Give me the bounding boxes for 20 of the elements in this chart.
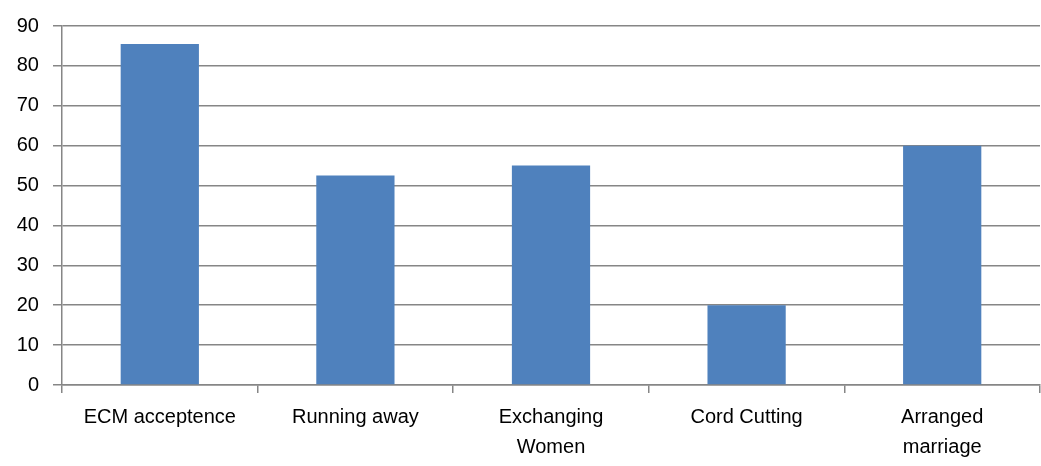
y-tick-label: 90 [16, 13, 39, 36]
x-tick-label: Arranged marriage [901, 404, 984, 457]
y-tick-label: 0 [27, 372, 39, 395]
bar [511, 165, 591, 385]
y-tick-label: 80 [16, 53, 39, 76]
y-tick-label: 50 [16, 173, 39, 196]
y-tick-label: 40 [16, 212, 39, 235]
bar [316, 175, 395, 385]
x-tick-label: Exchanging Women [498, 404, 604, 457]
x-tick-label: Cord Cutting [690, 404, 803, 427]
y-tick-label: 60 [16, 133, 39, 156]
y-tick-label: 70 [16, 93, 39, 116]
bar [707, 305, 786, 385]
bar [120, 43, 199, 385]
y-tick-label: 10 [16, 332, 39, 355]
x-tick-label: ECM acceptence [83, 404, 236, 427]
x-tick-label: Running away [292, 404, 419, 427]
y-tick-label: 20 [16, 292, 39, 315]
y-tick-label: 30 [16, 252, 39, 275]
bar [903, 145, 982, 385]
